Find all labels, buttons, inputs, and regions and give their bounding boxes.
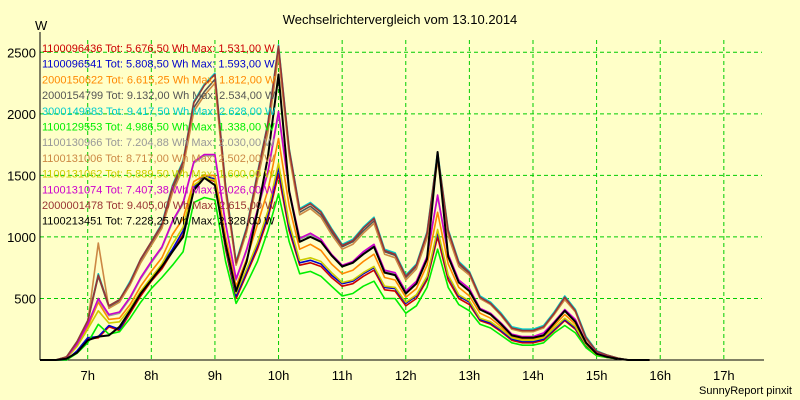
series-line-9 — [40, 162, 650, 361]
plot-area: 500 1000 1500 2000 2500 7h 8h 9h 10h 11h 12h 13h 14h… — [7, 32, 764, 383]
footer-credit: SunnyReport pinxit — [699, 385, 792, 397]
legend-entry-4: 2000154799 Tot: 9.132,00 Wh Max: 2.534,0… — [42, 90, 276, 102]
y-tick-label: 500 — [14, 291, 36, 306]
y-tick-label: 2500 — [7, 45, 36, 60]
y-tick-label: 1500 — [7, 168, 36, 183]
legend-entry-12: 1100213451 Tot: 7.228,25 Wh Max: 2.328,0… — [42, 216, 275, 228]
y-tick-label: 1000 — [7, 230, 36, 245]
x-tick-label: 8h — [144, 368, 158, 383]
x-tick-label: 16h — [649, 368, 671, 383]
legend-entry-1: 1100096436 Tot: 5.676,50 Wh Max: 1.531,0… — [42, 43, 275, 55]
legend-entry-8: 1100131006 Tot: 8.717,00 Wh Max: 2.502,0… — [42, 153, 275, 165]
legend-entry-2: 1100096541 Tot: 5.808,50 Wh Max: 1.593,0… — [42, 59, 275, 71]
legend-entry-3: 2000150622 Tot: 6.615,25 Wh Max: 1.812,0… — [42, 74, 276, 86]
x-tick-label: 17h — [713, 368, 735, 383]
x-tick-label: 11h — [332, 368, 353, 383]
legend-entry-9: 1100131062 Tot: 5.889,50 Wh Max: 1.600,0… — [42, 169, 275, 181]
series-line-6 — [40, 193, 650, 361]
x-tick-label: 14h — [522, 368, 544, 383]
series-line-1 — [40, 173, 650, 361]
x-tick-label: 10h — [268, 368, 290, 383]
series-line-3 — [40, 137, 650, 361]
legend-entry-7: 1100130966 Tot: 7.204,88 Wh Max: 2.030,0… — [42, 137, 275, 149]
y-tick-label: 2000 — [7, 107, 36, 122]
series-line-12 — [40, 73, 650, 361]
legend-entry-11: 2000001478 Tot: 9.405,00 Wh Max: 2.615,0… — [42, 200, 276, 212]
x-tick-label: 13h — [459, 368, 481, 383]
x-tick-label: 9h — [208, 368, 222, 383]
chart-title: Wechselrichtervergleich vom 13.10.2014 — [283, 12, 518, 27]
legend-entry-5: 3000149883 Tot: 9.417,50 Wh Max: 2.628,0… — [42, 106, 276, 118]
series-line-11 — [40, 45, 650, 361]
legend-entry-6: 1100129553 Tot: 4.986,50 Wh Max: 1.338,0… — [42, 122, 275, 134]
series-line-10 — [40, 110, 650, 361]
x-tick-label: 12h — [395, 368, 417, 383]
x-tick-label: 7h — [80, 368, 94, 383]
y-axis-label: W — [35, 18, 48, 33]
legend: 1100096436 Tot: 5.676,50 Wh Max: 1.531,0… — [42, 43, 276, 228]
x-tick-label: 15h — [586, 368, 608, 383]
legend-entry-10: 1100131074 Tot: 7.407,38 Wh Max: 2.026,0… — [42, 184, 275, 196]
